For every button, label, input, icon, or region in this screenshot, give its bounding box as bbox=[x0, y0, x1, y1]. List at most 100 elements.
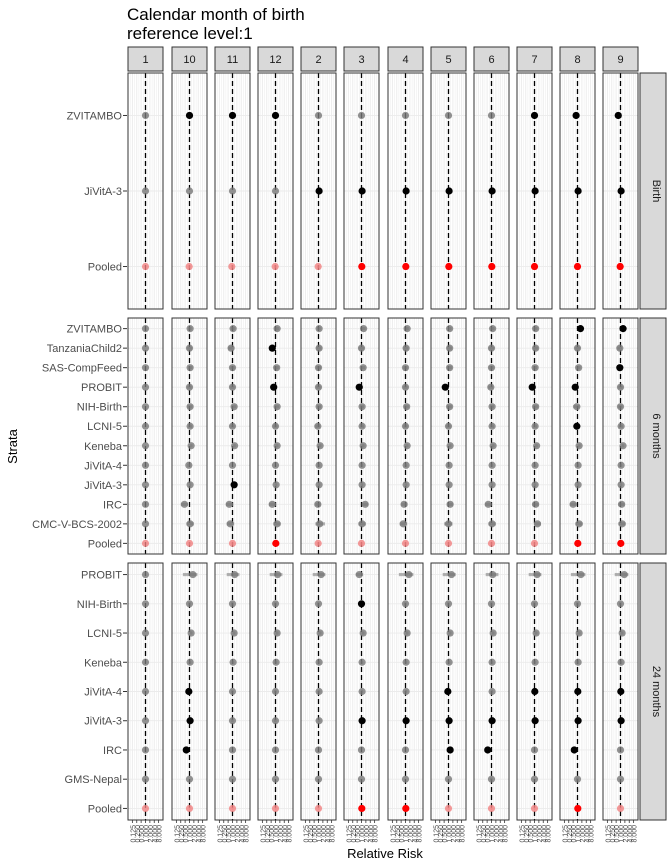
point-estimate bbox=[487, 775, 496, 783]
x-tick-label: 1.000 bbox=[317, 825, 324, 843]
stratum-label: Pooled bbox=[88, 538, 122, 550]
point-estimate bbox=[531, 461, 539, 469]
facet-strip-row-label: 24 months bbox=[650, 666, 662, 718]
x-tick-label: 0.500 bbox=[485, 825, 492, 843]
facet-strip-col-label: 3 bbox=[358, 54, 364, 66]
x-tick-label: 1.000 bbox=[490, 825, 497, 843]
point-estimate bbox=[355, 383, 363, 391]
x-tick-label: 4.000 bbox=[541, 825, 548, 843]
point-estimate bbox=[618, 520, 626, 528]
point-estimate bbox=[401, 600, 410, 608]
point-estimate bbox=[357, 539, 366, 547]
point-estimate bbox=[268, 500, 276, 508]
point-estimate bbox=[575, 520, 583, 528]
point-estimate bbox=[141, 187, 150, 195]
point-estimate bbox=[314, 775, 323, 783]
x-tick-label: 0.250 bbox=[610, 825, 617, 843]
point-estimate bbox=[573, 403, 581, 411]
stratum-label: NIH-Birth bbox=[77, 599, 122, 611]
point-estimate bbox=[441, 383, 449, 391]
facet-panel bbox=[602, 562, 639, 821]
panel-border bbox=[343, 72, 380, 310]
point-estimate bbox=[229, 658, 237, 666]
stratum-label: Keneba bbox=[84, 657, 123, 669]
point-estimate bbox=[358, 717, 366, 725]
point-estimate bbox=[270, 383, 278, 391]
point-estimate bbox=[314, 539, 322, 547]
facet-strip-col bbox=[300, 46, 337, 72]
point-estimate bbox=[228, 600, 237, 608]
point-estimate bbox=[444, 687, 452, 696]
point-estimate bbox=[230, 481, 238, 489]
point-estimate bbox=[530, 111, 539, 120]
point-estimate bbox=[186, 658, 194, 666]
point-estimate bbox=[573, 775, 582, 783]
point-estimate bbox=[189, 570, 197, 579]
y-axis-label: Strata bbox=[5, 428, 20, 463]
point-estimate bbox=[230, 629, 238, 637]
x-axis-label: Relative Risk bbox=[347, 846, 423, 861]
x-tick-label: 1.000 bbox=[619, 825, 626, 843]
panel-border bbox=[127, 72, 164, 310]
facet-strip-row-label: Birth bbox=[650, 180, 662, 203]
point-estimate bbox=[446, 442, 454, 450]
point-estimate bbox=[273, 325, 281, 333]
x-tick-label: 8.000 bbox=[287, 825, 294, 843]
panel-border bbox=[430, 317, 467, 555]
point-estimate bbox=[315, 344, 323, 352]
point-estimate bbox=[447, 570, 456, 579]
panel-border bbox=[300, 72, 337, 310]
stratum-label: JiVitA-3 bbox=[84, 480, 122, 492]
x-tick-label: 0.250 bbox=[395, 825, 402, 843]
x-tick-label: 2.000 bbox=[364, 825, 371, 843]
x-tick-label: 0.500 bbox=[571, 825, 578, 843]
point-estimate bbox=[228, 364, 237, 372]
point-estimate bbox=[533, 570, 541, 579]
point-estimate bbox=[141, 600, 150, 608]
x-tick-label: 4.000 bbox=[282, 825, 289, 843]
point-estimate bbox=[401, 422, 410, 430]
point-estimate bbox=[141, 500, 150, 508]
point-estimate bbox=[272, 481, 280, 489]
point-estimate bbox=[314, 804, 323, 813]
point-estimate bbox=[141, 687, 150, 696]
point-estimate bbox=[446, 500, 454, 508]
point-estimate bbox=[273, 629, 281, 637]
x-tick-label: 1.000 bbox=[144, 825, 151, 843]
facet-panel bbox=[473, 317, 510, 555]
x-tick-label: 0.500 bbox=[528, 825, 535, 843]
point-estimate bbox=[444, 804, 453, 813]
point-estimate bbox=[141, 442, 150, 450]
point-estimate bbox=[316, 442, 324, 450]
point-estimate bbox=[616, 344, 624, 352]
point-estimate bbox=[185, 344, 194, 352]
panel-border bbox=[516, 317, 553, 555]
panel-border bbox=[602, 317, 639, 555]
facet-strip-row bbox=[639, 72, 667, 310]
point-estimate bbox=[619, 442, 627, 450]
point-estimate bbox=[402, 717, 410, 725]
facet-panel bbox=[300, 317, 337, 555]
point-estimate bbox=[403, 629, 411, 637]
point-estimate bbox=[487, 111, 496, 120]
point-estimate bbox=[271, 262, 279, 271]
point-estimate bbox=[573, 422, 581, 430]
x-tick-label: 8.000 bbox=[201, 825, 208, 843]
facet-panel bbox=[473, 72, 510, 310]
stratum-label: ZVITAMBO bbox=[67, 324, 123, 336]
point-estimate bbox=[532, 500, 540, 508]
point-estimate bbox=[401, 364, 410, 372]
facet-panel bbox=[387, 72, 424, 310]
point-estimate bbox=[226, 520, 234, 528]
point-estimate bbox=[617, 539, 625, 547]
point-estimate bbox=[531, 717, 539, 725]
point-estimate bbox=[620, 570, 628, 579]
point-estimate bbox=[314, 364, 323, 372]
point-estimate bbox=[272, 658, 280, 666]
point-estimate bbox=[487, 364, 496, 372]
point-estimate bbox=[533, 442, 541, 450]
point-estimate bbox=[402, 262, 410, 271]
x-tick-label: 0.500 bbox=[399, 825, 406, 843]
